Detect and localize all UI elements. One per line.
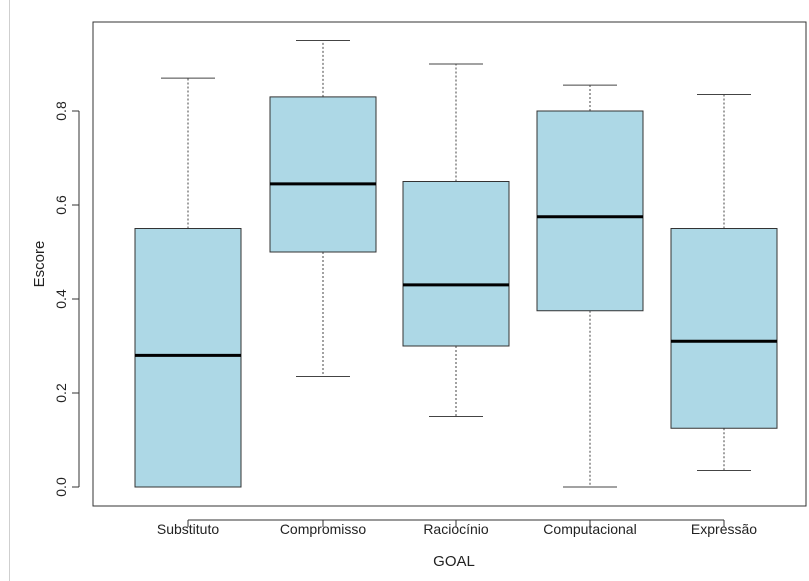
y-tick-label: 0.2 [53,383,69,403]
y-tick-label: 0.8 [53,101,69,121]
iqr-box [134,228,242,488]
y-axis-label: Escore [31,241,48,288]
x-axis-label: GOAL [433,553,475,570]
x-tick-label: Raciocínio [423,521,489,537]
x-axis: Substituto Compromisso Raciocínio Computaci… [157,519,757,537]
x-tick-label: Computacional [543,521,636,537]
box-group-3 [402,63,510,417]
iqr-box [269,96,377,253]
y-axis: 0.0 0.2 0.4 0.6 0.8 [53,101,80,497]
y-tick-label: 0.0 [53,477,69,497]
iqr-box [536,110,644,312]
y-tick-label: 0.6 [53,195,69,215]
left-edge-divider [9,0,10,581]
x-tick-label: Compromisso [280,521,367,537]
iqr-box [402,181,510,347]
y-tick-label: 0.4 [53,289,69,309]
plot-frame [92,21,807,507]
box-group-1 [134,77,242,488]
boxes-layer [134,40,778,488]
box-group-2 [269,40,377,378]
x-tick-label: Expressão [691,521,757,537]
iqr-box [670,228,778,429]
box-group-4 [536,84,644,488]
box-group-5 [670,94,778,472]
x-tick-label: Substituto [157,521,219,537]
